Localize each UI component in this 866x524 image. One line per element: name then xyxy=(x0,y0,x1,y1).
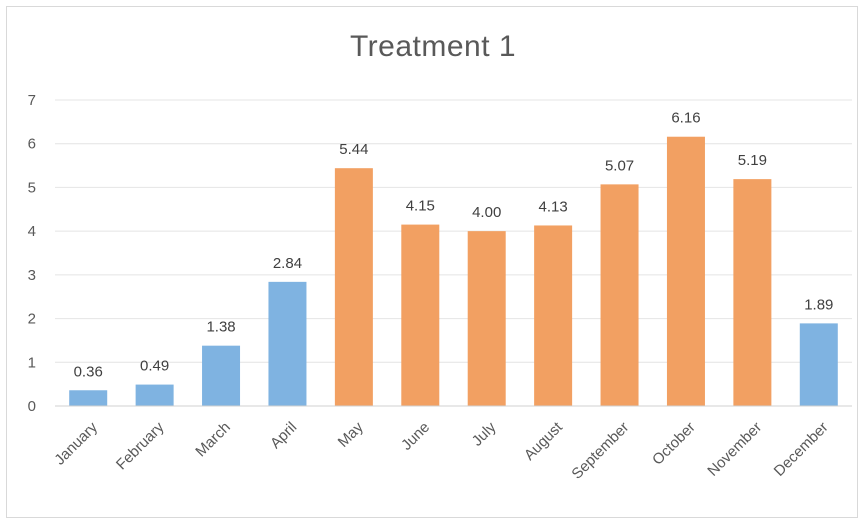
category-label-march: March xyxy=(192,419,233,460)
bar-october xyxy=(666,136,705,406)
y-tick-label: 7 xyxy=(28,92,36,109)
data-label-june: 4.15 xyxy=(406,198,435,215)
x-axis-categories: January February March April May June July Augu… xyxy=(51,418,831,482)
bar-august xyxy=(534,225,573,406)
y-tick-label: 1 xyxy=(28,354,36,371)
category-label-june: June xyxy=(398,419,433,454)
bar-november xyxy=(733,179,772,406)
bar-april xyxy=(268,281,307,406)
data-label-october: 6.16 xyxy=(671,110,700,127)
category-label-january: January xyxy=(51,418,101,468)
gridlines xyxy=(55,99,852,363)
y-tick-label: 4 xyxy=(28,223,36,240)
y-axis-ticks: 0 1 2 3 4 5 6 7 xyxy=(28,92,36,415)
data-label-december: 1.89 xyxy=(804,296,833,313)
chart-title: Treatment 1 xyxy=(349,30,517,63)
data-label-august: 4.13 xyxy=(539,198,568,215)
data-labels: 0.36 0.49 1.38 2.84 5.44 4.15 4.00 4.13 5.07 6.16… xyxy=(74,110,834,381)
category-label-april: April xyxy=(267,419,300,452)
bar-december xyxy=(799,323,838,406)
bar-february xyxy=(135,384,174,406)
bar-june xyxy=(401,224,440,406)
category-label-december: December xyxy=(771,419,832,480)
data-label-march: 1.38 xyxy=(206,319,235,336)
y-tick-label: 0 xyxy=(28,398,36,415)
category-label-july: July xyxy=(469,418,500,449)
y-tick-label: 3 xyxy=(28,267,36,284)
y-tick-label: 5 xyxy=(28,179,36,196)
y-tick-label: 6 xyxy=(28,136,36,153)
bar-september xyxy=(600,184,639,406)
category-label-february: February xyxy=(113,418,168,473)
data-label-april: 2.84 xyxy=(273,255,302,272)
data-label-may: 5.44 xyxy=(339,141,368,158)
category-label-november: November xyxy=(704,419,765,480)
bar-july xyxy=(467,231,506,406)
data-label-july: 4.00 xyxy=(472,204,501,221)
data-label-september: 5.07 xyxy=(605,157,634,174)
category-label-august: August xyxy=(521,418,567,464)
data-label-january: 0.36 xyxy=(74,363,103,380)
data-label-february: 0.49 xyxy=(140,358,169,375)
bars xyxy=(69,136,838,406)
bar-may xyxy=(334,168,373,406)
category-label-september: September xyxy=(568,419,632,483)
bar-march xyxy=(202,345,241,406)
y-tick-label: 2 xyxy=(28,311,36,328)
data-label-november: 5.19 xyxy=(738,152,767,169)
category-label-may: May xyxy=(335,418,367,450)
category-label-october: October xyxy=(649,419,699,469)
bar-january xyxy=(69,390,108,406)
